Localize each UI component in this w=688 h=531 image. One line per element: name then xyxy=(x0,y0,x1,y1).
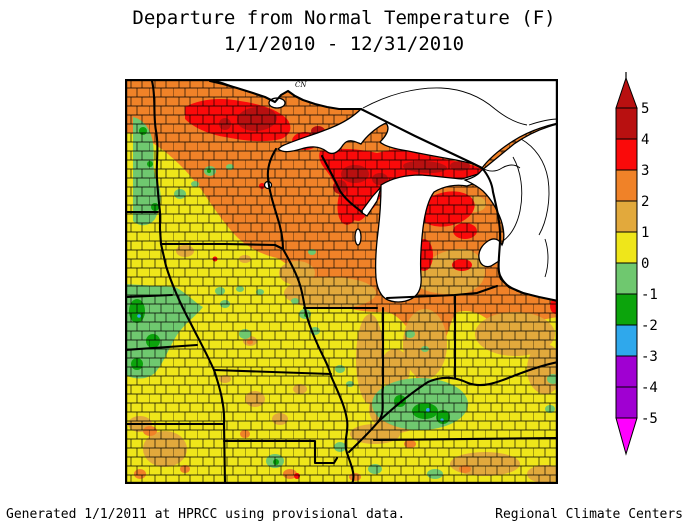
page-title: Departure from Normal Temperature (F) 1/… xyxy=(0,5,688,57)
colorbar-tick-label: -5 xyxy=(641,411,658,427)
lake-winnebago xyxy=(354,228,362,246)
colorbar-tick-label: -2 xyxy=(641,318,658,334)
colorbar-below-min-arrow xyxy=(615,417,638,456)
colorbar-tick-label: 3 xyxy=(641,163,649,179)
colorbar-above-max-arrow xyxy=(615,76,638,109)
colorbar-segment xyxy=(615,169,638,202)
source-text: Regional Climate Centers xyxy=(495,507,683,522)
colorbar-tick-label: -1 xyxy=(641,287,658,303)
colorbar-segment xyxy=(615,231,638,264)
choropleth-map: CN xyxy=(125,79,558,484)
green-bay xyxy=(360,186,382,217)
title-line2: 1/1/2010 - 12/31/2010 xyxy=(223,33,465,55)
colorbar-segment xyxy=(615,355,638,388)
colorbar-segment xyxy=(615,293,638,326)
title-line1: Departure from Normal Temperature (F) xyxy=(132,7,556,29)
colorbar-tick-label: 1 xyxy=(641,225,649,241)
colorbar-tick-label: -3 xyxy=(641,349,658,365)
colorbar-tick-label: 2 xyxy=(641,194,649,210)
colorbar-segment xyxy=(615,324,638,357)
colorbar-segment xyxy=(615,262,638,295)
colorbar-legend: 5 4 3 2 1 0 -1 -2 -3 -4 -5 xyxy=(615,72,658,456)
lakes-and-canada xyxy=(209,79,558,303)
colorbar-tick-label: -4 xyxy=(641,380,658,396)
colorbar-tick-label: 4 xyxy=(641,132,649,148)
colorbar-tick-label: 5 xyxy=(641,101,649,117)
canada-label: CN xyxy=(295,81,307,89)
state-borders xyxy=(125,79,558,484)
colorbar-segment xyxy=(615,138,638,171)
colorbar-segment xyxy=(615,107,638,140)
colorbar-tick-label: 0 xyxy=(641,256,649,272)
lake-michigan xyxy=(374,173,483,303)
colorbar-segment xyxy=(615,200,638,233)
colorbar-segment xyxy=(615,386,638,419)
map-frame xyxy=(125,79,558,484)
generated-text: Generated 1/1/2011 at HPRCC using provis… xyxy=(6,507,406,522)
